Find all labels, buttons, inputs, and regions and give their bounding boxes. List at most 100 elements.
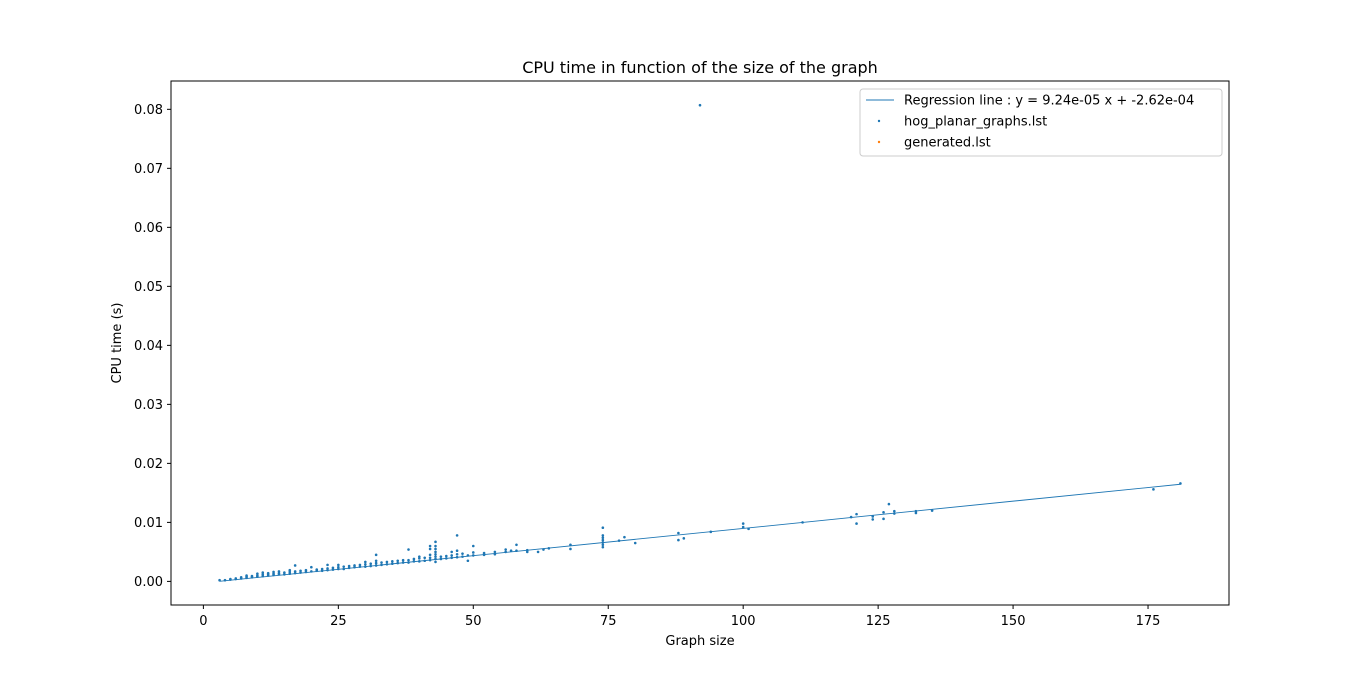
scatter-point-series-1 xyxy=(444,554,448,558)
scatter-point-series-1 xyxy=(380,561,383,564)
scatter-point-series-1 xyxy=(801,521,804,524)
x-tick-label: 125 xyxy=(866,614,891,629)
scatter-point-series-1 xyxy=(353,564,356,567)
scatter-point-series-1 xyxy=(293,564,297,567)
y-tick-label: 0.03 xyxy=(134,398,163,413)
scatter-point-series-1 xyxy=(450,550,453,554)
scatter-point-series-1 xyxy=(914,509,918,513)
scatter-point-series-1 xyxy=(428,544,432,548)
scatter-point-series-1 xyxy=(434,544,437,548)
scatter-point-series-1 xyxy=(504,550,507,554)
y-tick-label: 0.04 xyxy=(134,339,163,354)
scatter-point-series-1 xyxy=(482,551,486,555)
scatter-point-series-1 xyxy=(601,545,605,549)
scatter-point-series-1 xyxy=(450,556,453,560)
scatter-point-series-1 xyxy=(893,512,896,515)
scatter-point-series-1 xyxy=(326,563,329,567)
scatter-point-series-1 xyxy=(461,552,464,555)
scatter-point-series-1 xyxy=(304,568,308,572)
scatter-point-series-1 xyxy=(698,103,702,107)
regression-line xyxy=(219,483,1181,582)
scatter-point-series-1 xyxy=(401,561,405,564)
y-tick-label: 0.01 xyxy=(134,516,163,531)
x-tick-label: 175 xyxy=(1136,614,1161,629)
scatter-point-series-1 xyxy=(1152,488,1155,491)
scatter-point-series-1 xyxy=(882,517,885,521)
legend-series-1-marker xyxy=(877,119,881,123)
legend-series-1-label: hog_planar_graphs.lst xyxy=(904,115,1047,130)
scatter-point-series-1 xyxy=(374,561,378,565)
x-axis-ticks: 0 25 50 75 100 125 150 175 xyxy=(199,605,1160,629)
regression-line-group xyxy=(219,483,1181,582)
scatter-point-series-1 xyxy=(849,515,853,519)
scatter-point-series-1 xyxy=(434,557,437,561)
scatter-point-series-1 xyxy=(623,535,626,539)
scatter-point-series-1 xyxy=(374,553,378,557)
scatter-point-series-1 xyxy=(418,560,421,563)
scatter-point-series-1 xyxy=(471,551,475,554)
scatter-point-series-1 xyxy=(369,562,373,565)
scatter-point-series-1 xyxy=(310,565,313,569)
axes-frame xyxy=(170,80,1230,606)
scatter-point-series-1 xyxy=(320,567,324,571)
scatter-point-series-1 xyxy=(337,565,340,569)
scatter-point-series-1 xyxy=(391,562,394,565)
scatter-point-series-1 xyxy=(569,547,572,551)
scatter-point-series-1 xyxy=(709,530,713,534)
scatter-point-series-1 xyxy=(277,570,281,573)
legend-series-2-label: generated.lst xyxy=(904,136,991,151)
scatter-point-series-1 xyxy=(283,571,286,574)
scatter-point-series-1 xyxy=(261,571,265,574)
scatter-point-series-1 xyxy=(466,559,470,563)
scatter-point-series-1 xyxy=(1179,482,1182,485)
scatter-point-series-1 xyxy=(401,558,405,562)
x-tick-label: 150 xyxy=(1001,614,1026,629)
x-tick-label: 50 xyxy=(465,614,482,629)
scatter-point-series-1 xyxy=(229,577,232,581)
y-tick-label: 0.05 xyxy=(134,280,163,295)
scatter-point-series-1 xyxy=(455,555,459,559)
plot-area: 0 25 50 75 100 125 150 175 0.00 0.01 0.02 0.03 0.04… xyxy=(134,80,1230,629)
scatter-point-series-1 xyxy=(439,555,443,558)
scatter-point-series-1 xyxy=(471,554,475,557)
scatter-point-series-1 xyxy=(412,557,416,561)
scatter-point-series-1 xyxy=(601,543,605,547)
scatter-point-series-1 xyxy=(374,559,378,563)
scatter-point-series-1 xyxy=(741,525,745,529)
scatter-point-series-1 xyxy=(601,526,605,529)
scatter-point-series-1 xyxy=(272,570,275,574)
scatter-point-series-1 xyxy=(385,560,389,564)
scatter-point-series-1 xyxy=(299,569,302,573)
scatter-point-series-1 xyxy=(266,571,270,575)
scatter-point-series-1 xyxy=(245,574,248,577)
scatter-point-series-1 xyxy=(515,549,518,553)
scatter-point-series-1 xyxy=(871,518,875,521)
scatter-point-series-1 xyxy=(342,567,346,571)
x-tick-label: 75 xyxy=(600,614,617,629)
scatter-point-series-1 xyxy=(256,572,259,576)
scatter-point-series-1 xyxy=(326,567,329,570)
scatter-point-series-1 xyxy=(364,560,367,564)
scatter-point-series-1 xyxy=(428,547,432,551)
x-tick-label: 25 xyxy=(330,614,347,629)
scatter-point-series-1 xyxy=(434,547,437,551)
scatter-point-series-1 xyxy=(601,541,605,544)
scatter-point-series-1 xyxy=(455,549,459,553)
y-tick-label: 0.06 xyxy=(134,221,163,236)
scatter-point-series-1 xyxy=(342,565,346,568)
scatter-point-series-1 xyxy=(396,561,400,565)
scatter-point-series-1 xyxy=(374,564,378,567)
scatter-point-series-1 xyxy=(536,550,540,554)
y-tick-label: 0.08 xyxy=(134,103,163,118)
scatter-point-series-1 xyxy=(428,558,432,562)
scatter-point-series-1 xyxy=(310,570,313,573)
scatter-point-series-1 xyxy=(337,563,340,567)
scatter-point-series-1 xyxy=(364,565,367,568)
scatter-point-series-1 xyxy=(682,537,686,540)
x-tick-label: 100 xyxy=(731,614,756,629)
scatter-point-series-1 xyxy=(493,552,497,556)
scatter-point-series-1 xyxy=(434,560,437,564)
scatter-point-series-1 xyxy=(396,559,400,563)
scatter-point-series-1 xyxy=(434,552,437,556)
